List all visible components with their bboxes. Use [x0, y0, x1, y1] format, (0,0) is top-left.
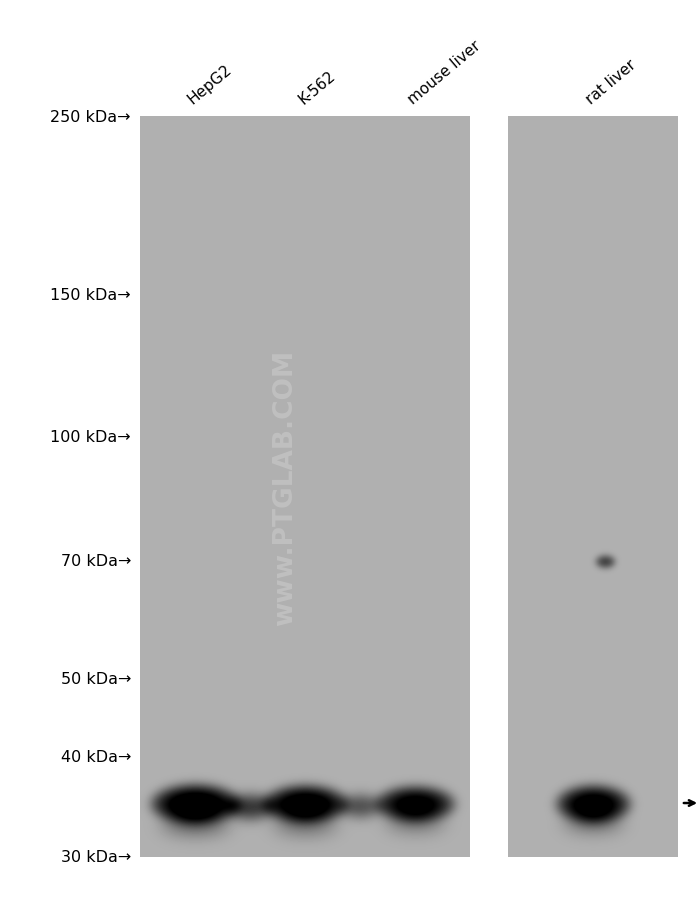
Text: HepG2: HepG2 [186, 62, 235, 107]
Text: www.PTGLAB.COM: www.PTGLAB.COM [272, 349, 298, 625]
Text: 100 kDa→: 100 kDa→ [50, 429, 131, 445]
Text: 40 kDa→: 40 kDa→ [61, 749, 131, 764]
Text: 50 kDa→: 50 kDa→ [61, 671, 131, 686]
Bar [508, 117, 678, 857]
Text: 250 kDa→: 250 kDa→ [50, 110, 131, 124]
Text: mouse liver: mouse liver [405, 38, 484, 107]
Bar [140, 117, 470, 857]
Text: 30 kDa→: 30 kDa→ [61, 850, 131, 864]
Text: 70 kDa→: 70 kDa→ [61, 554, 131, 569]
Text: 150 kDa→: 150 kDa→ [50, 288, 131, 303]
Text: rat liver: rat liver [583, 57, 639, 107]
Text: K-562: K-562 [295, 69, 338, 107]
